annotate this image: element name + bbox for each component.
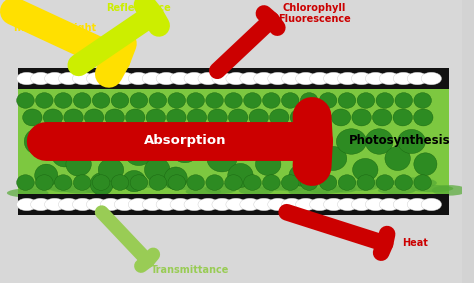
Ellipse shape <box>395 175 412 190</box>
Ellipse shape <box>359 180 399 186</box>
Ellipse shape <box>136 178 166 188</box>
Ellipse shape <box>7 188 48 198</box>
Ellipse shape <box>398 130 425 154</box>
Ellipse shape <box>274 180 308 191</box>
Ellipse shape <box>432 185 467 196</box>
Ellipse shape <box>98 158 124 181</box>
Ellipse shape <box>393 109 412 126</box>
Ellipse shape <box>414 153 437 175</box>
Circle shape <box>31 72 51 85</box>
Ellipse shape <box>66 152 91 176</box>
Circle shape <box>100 198 121 211</box>
Circle shape <box>156 72 176 85</box>
Ellipse shape <box>85 185 111 194</box>
Circle shape <box>351 198 372 211</box>
Circle shape <box>282 72 302 85</box>
Circle shape <box>268 198 288 211</box>
Ellipse shape <box>357 175 374 190</box>
Ellipse shape <box>154 179 182 188</box>
Ellipse shape <box>385 147 410 170</box>
Ellipse shape <box>239 186 273 195</box>
Ellipse shape <box>61 183 100 194</box>
Circle shape <box>73 198 93 211</box>
Ellipse shape <box>353 158 378 181</box>
Text: Transmittance: Transmittance <box>150 265 229 275</box>
Circle shape <box>100 72 121 85</box>
Ellipse shape <box>17 93 34 108</box>
Ellipse shape <box>331 109 351 126</box>
Ellipse shape <box>22 181 68 190</box>
Bar <box>18 68 448 89</box>
Ellipse shape <box>36 175 53 190</box>
Ellipse shape <box>73 175 91 190</box>
Circle shape <box>142 72 163 85</box>
Ellipse shape <box>126 109 145 126</box>
Ellipse shape <box>100 179 130 188</box>
Ellipse shape <box>289 165 312 186</box>
Ellipse shape <box>319 175 337 190</box>
Ellipse shape <box>92 93 110 108</box>
Circle shape <box>407 72 428 85</box>
Ellipse shape <box>338 175 356 190</box>
Circle shape <box>86 198 107 211</box>
Circle shape <box>393 72 414 85</box>
Ellipse shape <box>90 173 113 195</box>
Ellipse shape <box>395 93 412 108</box>
Circle shape <box>365 72 386 85</box>
Ellipse shape <box>120 178 146 188</box>
Ellipse shape <box>225 93 242 108</box>
Ellipse shape <box>414 109 433 126</box>
Ellipse shape <box>414 93 431 108</box>
Circle shape <box>337 198 358 211</box>
Circle shape <box>296 198 316 211</box>
Circle shape <box>421 72 441 85</box>
Ellipse shape <box>249 109 268 126</box>
Circle shape <box>324 72 344 85</box>
Ellipse shape <box>337 129 366 154</box>
Ellipse shape <box>263 93 280 108</box>
Circle shape <box>226 72 246 85</box>
Circle shape <box>226 198 246 211</box>
Ellipse shape <box>319 93 337 108</box>
Circle shape <box>184 198 204 211</box>
Ellipse shape <box>244 93 261 108</box>
Circle shape <box>128 198 148 211</box>
Ellipse shape <box>130 175 148 190</box>
Ellipse shape <box>282 93 299 108</box>
Ellipse shape <box>338 93 356 108</box>
Ellipse shape <box>365 129 393 154</box>
Ellipse shape <box>36 93 53 108</box>
Ellipse shape <box>282 175 299 190</box>
Text: Incoming Light: Incoming Light <box>14 23 96 33</box>
Ellipse shape <box>187 109 207 126</box>
Ellipse shape <box>392 177 437 188</box>
Ellipse shape <box>376 175 393 190</box>
Ellipse shape <box>273 129 301 154</box>
Circle shape <box>58 72 79 85</box>
Circle shape <box>184 72 204 85</box>
Circle shape <box>58 198 79 211</box>
Circle shape <box>254 72 274 85</box>
Ellipse shape <box>223 180 255 190</box>
Ellipse shape <box>17 175 34 190</box>
Circle shape <box>17 72 37 85</box>
Ellipse shape <box>111 93 129 108</box>
Circle shape <box>421 198 441 211</box>
Ellipse shape <box>171 137 199 163</box>
Ellipse shape <box>270 109 289 126</box>
Ellipse shape <box>64 109 83 126</box>
Circle shape <box>31 198 51 211</box>
Ellipse shape <box>55 93 72 108</box>
Ellipse shape <box>414 175 431 190</box>
Ellipse shape <box>319 147 347 170</box>
Bar <box>18 68 448 215</box>
Ellipse shape <box>301 175 318 190</box>
Circle shape <box>365 198 386 211</box>
Ellipse shape <box>167 109 186 126</box>
Ellipse shape <box>43 109 63 126</box>
Circle shape <box>337 72 358 85</box>
Ellipse shape <box>343 181 380 191</box>
Ellipse shape <box>187 93 204 108</box>
Ellipse shape <box>55 175 72 190</box>
